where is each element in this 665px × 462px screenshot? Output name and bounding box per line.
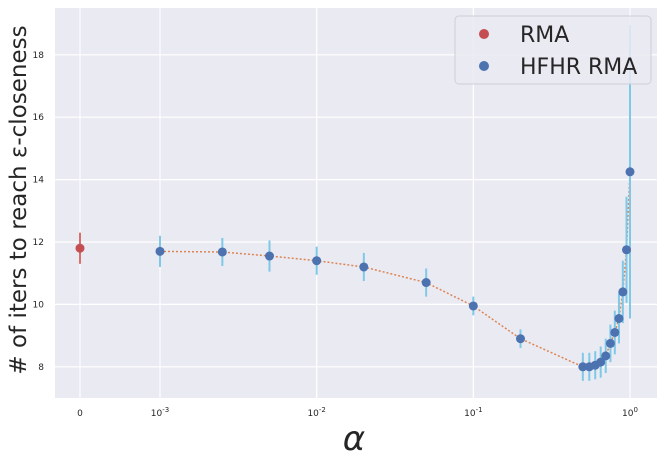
y-tick-label: 14 [33, 176, 45, 186]
y-tick-label: 16 [33, 113, 45, 123]
legend-box [454, 15, 652, 85]
x-axis-label: α [343, 419, 365, 459]
data-point [468, 301, 478, 311]
data-point [622, 245, 632, 255]
data-point [217, 247, 227, 257]
y-tick-label: 12 [33, 238, 44, 248]
y-axis-label: # of iters to reach ε-closeness [6, 25, 32, 374]
y-tick-label: 10 [33, 300, 45, 310]
x-tick-label: 10-1 [464, 406, 482, 419]
legend-marker [479, 29, 489, 39]
data-point [625, 167, 635, 177]
legend-marker [479, 61, 489, 71]
x-axis: 0 10-3 10-2 10-1 100 [77, 406, 638, 419]
y-axis: 8 10 12 14 16 18 [33, 51, 45, 373]
data-point [601, 351, 611, 361]
legend: RMA HFHR RMA [454, 15, 652, 85]
data-point [421, 278, 431, 288]
data-point [515, 334, 525, 344]
data-point [610, 327, 620, 337]
x-tick-label: 10-3 [151, 406, 169, 419]
data-point [614, 313, 624, 323]
legend-label: HFHR RMA [520, 55, 637, 80]
data-point [75, 243, 85, 253]
data-point [605, 338, 615, 348]
series-0 [75, 232, 85, 264]
data-point [155, 246, 165, 256]
data-point [578, 362, 588, 372]
legend-label: RMA [520, 23, 569, 48]
data-point [312, 256, 322, 266]
x-tick-label: 100 [622, 406, 638, 419]
data-point [596, 357, 606, 367]
data-point [265, 251, 275, 261]
y-tick-label: 8 [38, 363, 44, 373]
data-point [359, 262, 369, 272]
y-tick-label: 18 [33, 51, 45, 61]
x-tick-label: 0 [77, 409, 83, 419]
x-tick-label: 10-2 [307, 406, 325, 419]
data-point [618, 287, 628, 297]
series-1 [155, 25, 635, 381]
